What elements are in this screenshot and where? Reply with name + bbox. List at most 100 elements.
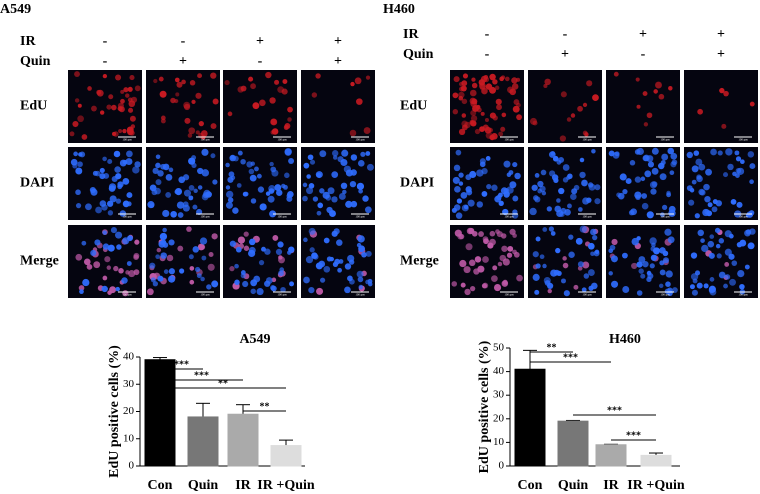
cell: [274, 79, 280, 85]
cell: [358, 188, 363, 194]
bar: [144, 359, 176, 467]
cell: [316, 210, 322, 216]
cell: [662, 250, 669, 257]
cell: [134, 85, 141, 92]
cell: [197, 73, 203, 79]
cell: [107, 244, 115, 252]
cell: [508, 170, 514, 175]
cell: [484, 126, 492, 134]
y-tick-label: 30: [493, 389, 505, 401]
factor-label: Quin: [20, 54, 51, 69]
micrograph: 100 μm: [223, 70, 297, 143]
cell: [96, 89, 102, 95]
cell: [504, 76, 510, 82]
chart-title: H460: [609, 332, 641, 347]
cell: [746, 211, 754, 218]
cell: [646, 211, 654, 219]
cell: [95, 206, 102, 214]
cell: [463, 266, 471, 274]
cell: [541, 190, 547, 196]
cell: [122, 128, 127, 134]
cell: [282, 79, 288, 84]
cell: [87, 86, 92, 91]
row-label: EdU: [20, 99, 47, 114]
cell: [183, 189, 192, 197]
cell: [75, 253, 83, 261]
cell: [452, 92, 459, 99]
factor-level: -: [563, 27, 568, 42]
cell: [72, 163, 78, 169]
cell: [243, 245, 250, 251]
cell: [316, 287, 324, 295]
cell: [543, 83, 548, 89]
cell: [336, 239, 343, 246]
cell: [356, 270, 364, 278]
scale-bar-label: 100 μm: [200, 293, 210, 297]
cell: [94, 170, 101, 177]
cell: [662, 257, 670, 264]
cell: [226, 190, 234, 199]
cell: [356, 98, 363, 105]
cell: [688, 199, 695, 206]
cell: [331, 196, 338, 203]
cell: [579, 225, 587, 233]
cell: [622, 252, 628, 259]
cell: [303, 237, 308, 243]
scale-bar-label: 100 μm: [738, 138, 748, 142]
cell: [649, 263, 655, 269]
cell: [739, 239, 747, 247]
cell: [197, 243, 205, 251]
scale-bar-label: 100 μm: [660, 293, 670, 297]
cell: [594, 184, 601, 191]
cell: [162, 227, 167, 233]
cell: [158, 240, 166, 248]
cell: [166, 254, 174, 262]
cell: [365, 279, 370, 285]
cell: [331, 171, 339, 178]
factor-level: -: [103, 34, 108, 49]
cell: [347, 254, 355, 263]
micrograph: 100 μm: [450, 70, 524, 143]
cell: [257, 186, 265, 193]
scale-bar-label: 100 μm: [277, 293, 287, 297]
cell: [465, 243, 473, 251]
cell: [657, 162, 665, 170]
cell: [567, 203, 572, 209]
micrograph: 100 μm: [68, 225, 142, 298]
micrograph: 100 μm: [223, 225, 297, 298]
cell: [77, 115, 84, 123]
cell: [120, 89, 125, 94]
cell: [312, 196, 319, 202]
cell: [82, 278, 90, 287]
cell: [153, 78, 158, 84]
cell: [556, 270, 562, 276]
cell: [315, 171, 323, 179]
y-tick-label: 40: [123, 351, 135, 363]
cell: [256, 288, 264, 296]
cell: [497, 261, 503, 267]
cell: [703, 183, 710, 191]
cell: [126, 201, 132, 207]
cell: [535, 236, 541, 242]
cell: [286, 195, 293, 202]
cell: [311, 92, 318, 98]
cell: [716, 253, 722, 259]
cell: [323, 265, 331, 273]
cell: [609, 244, 616, 251]
cell: [170, 97, 176, 104]
cell: [227, 197, 234, 203]
factor-level: +: [334, 54, 342, 69]
significance-label: ***: [174, 359, 189, 370]
cell: [734, 150, 740, 156]
cell: [715, 243, 721, 249]
cell: [128, 107, 134, 113]
cell: [193, 188, 198, 193]
cell: [134, 239, 140, 245]
cell: [182, 204, 190, 212]
bar: [640, 454, 672, 467]
cell: [617, 192, 625, 200]
cell: [206, 284, 212, 290]
cell: [649, 237, 657, 245]
cell: [126, 126, 134, 134]
